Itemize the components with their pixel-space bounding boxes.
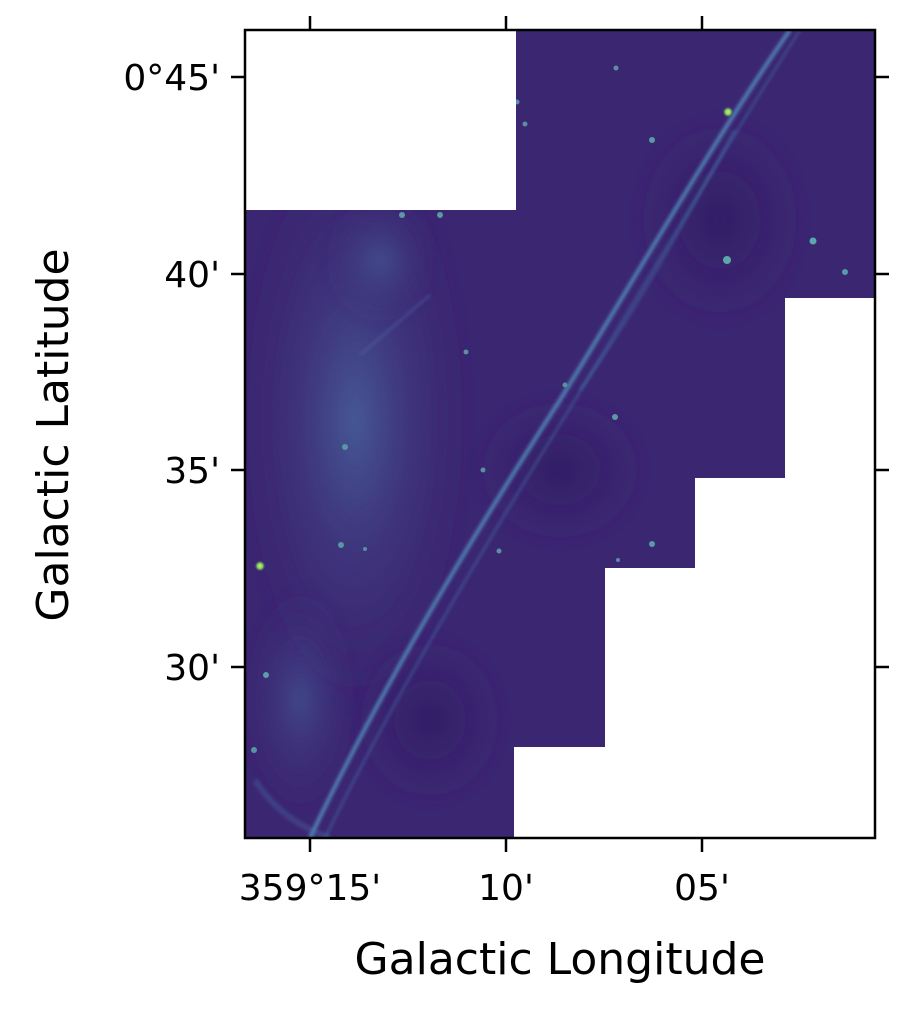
y-axis-title: Galactic Latitude bbox=[28, 248, 79, 621]
point-source bbox=[514, 99, 520, 105]
plot-frame bbox=[243, 28, 877, 840]
filament bbox=[308, 30, 792, 838]
point-source bbox=[842, 269, 848, 275]
y-tick-label: 30' bbox=[164, 648, 220, 689]
faint-streak bbox=[359, 294, 431, 356]
diffuse-emission-region bbox=[245, 580, 360, 820]
point-source bbox=[723, 256, 731, 264]
y-tick-label: 0°45' bbox=[123, 58, 220, 99]
point-source bbox=[649, 541, 655, 547]
point-source bbox=[342, 444, 348, 450]
y-axis-ticks-left bbox=[231, 75, 245, 669]
bright-point-source bbox=[254, 560, 266, 572]
sky-image bbox=[245, 30, 875, 838]
point-source bbox=[649, 137, 655, 143]
point-source bbox=[480, 467, 486, 473]
point-source bbox=[338, 542, 344, 548]
x-axis-title: Galactic Longitude bbox=[355, 934, 766, 985]
point-source bbox=[612, 414, 618, 420]
x-axis-ticks-bottom bbox=[308, 838, 704, 852]
point-source bbox=[496, 548, 502, 554]
faint-streak bbox=[252, 778, 332, 838]
diffuse-emission-region bbox=[320, 190, 440, 330]
x-tick-label: 05' bbox=[674, 868, 730, 909]
x-tick-label: 10' bbox=[478, 868, 534, 909]
point-source bbox=[363, 547, 367, 551]
y-tick-label: 40' bbox=[164, 255, 220, 296]
point-source bbox=[562, 382, 568, 388]
y-axis-ticks-right bbox=[875, 75, 889, 669]
dark-region bbox=[630, 110, 810, 330]
bright-point-source bbox=[722, 106, 734, 118]
filament-companion bbox=[579, 129, 736, 391]
x-tick-label: 359°15' bbox=[239, 868, 381, 909]
x-axis-ticks-top bbox=[308, 16, 704, 30]
point-source bbox=[463, 349, 469, 355]
dark-region bbox=[350, 630, 510, 810]
point-source bbox=[437, 212, 443, 218]
point-source bbox=[809, 237, 817, 245]
y-tick-label: 35' bbox=[164, 451, 220, 492]
point-source bbox=[251, 747, 257, 753]
point-source bbox=[522, 121, 528, 127]
point-source bbox=[616, 558, 620, 562]
point-source bbox=[399, 212, 405, 218]
dark-region bbox=[470, 390, 650, 550]
point-source bbox=[613, 65, 619, 71]
point-source bbox=[263, 672, 269, 678]
filament-companion bbox=[324, 30, 801, 838]
